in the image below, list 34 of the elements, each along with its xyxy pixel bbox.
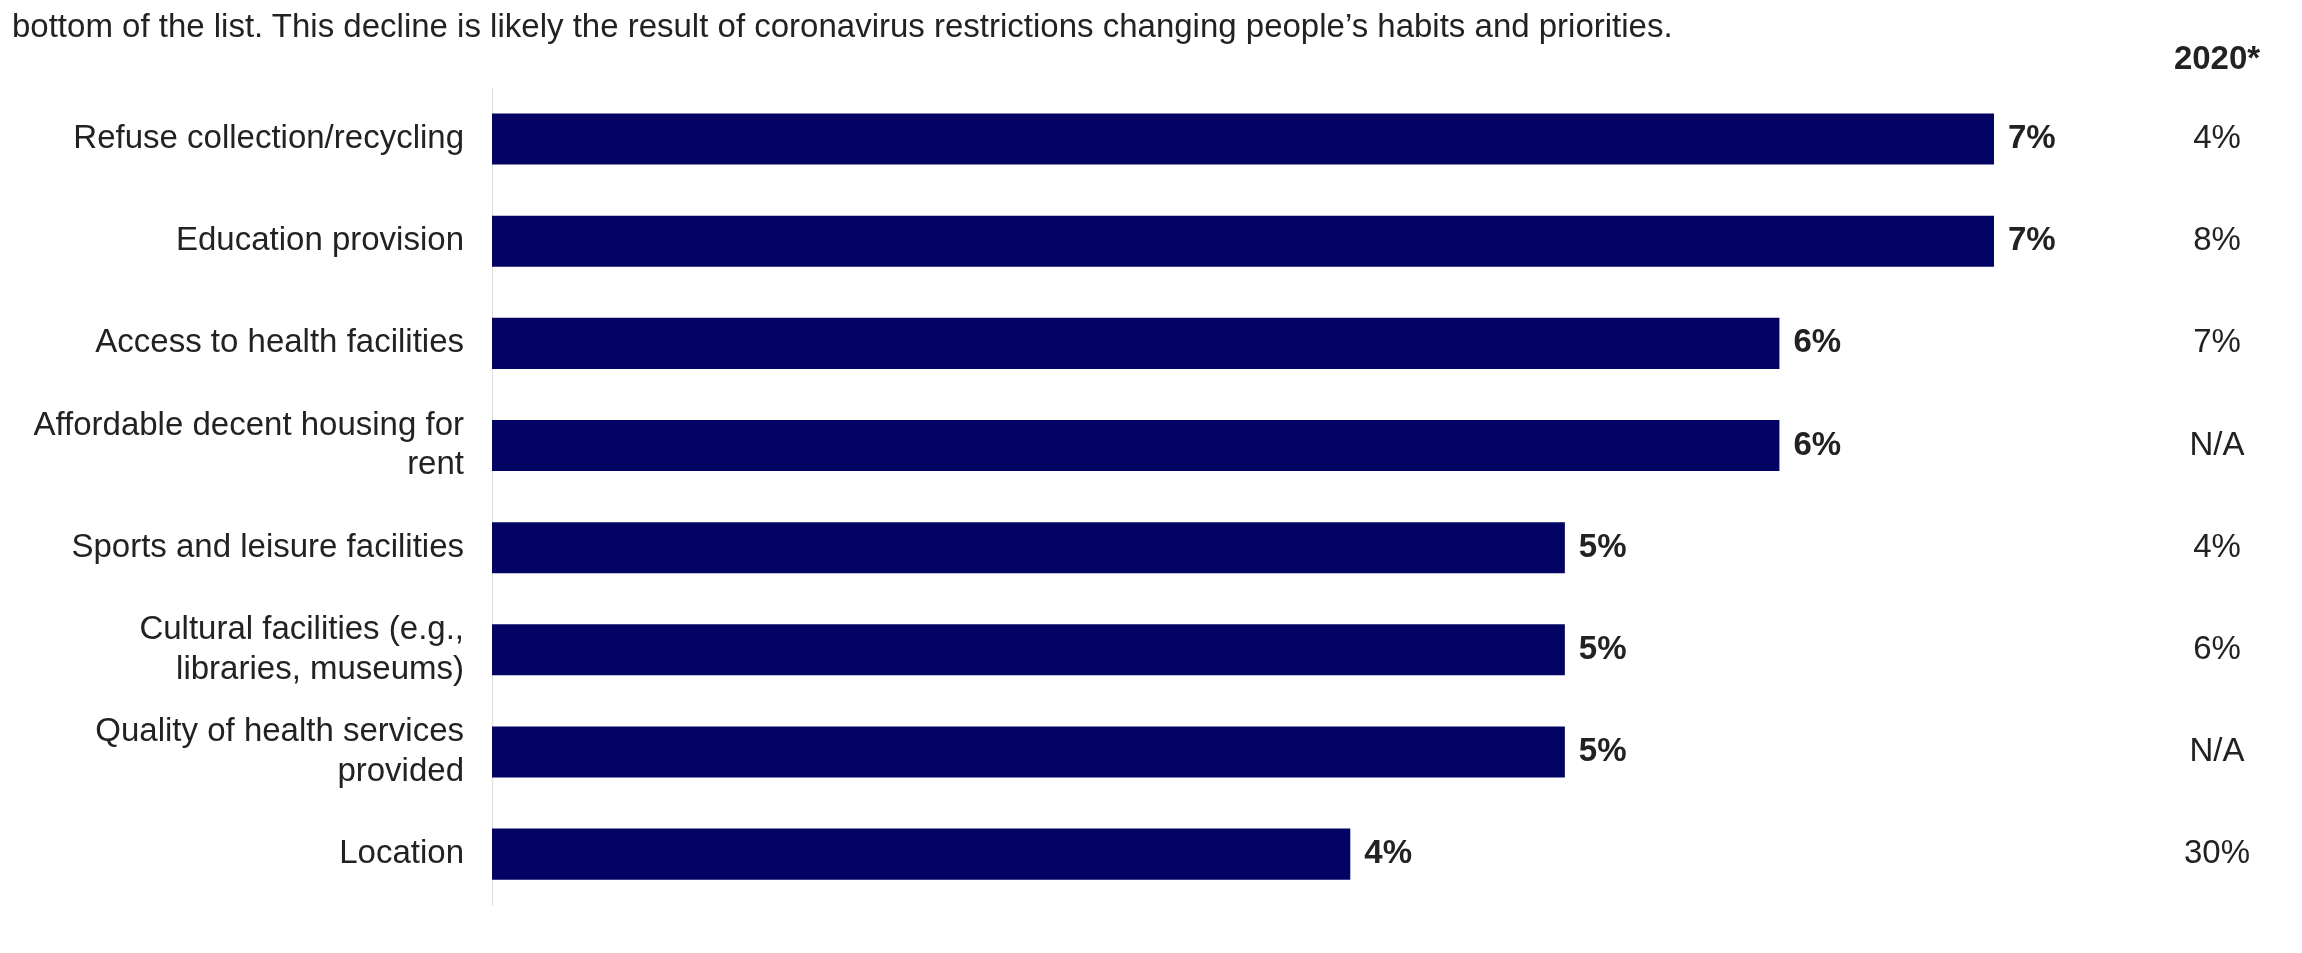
text: N/A — [2189, 424, 2245, 462]
y-tick-label: Sports and leisure facilities — [71, 526, 464, 564]
y-tick-label: Cultural facilities (e.g., libraries, museums) — [139, 609, 464, 686]
text: 30% — [2183, 833, 2251, 871]
bar — [492, 726, 1565, 778]
bar — [492, 624, 1565, 676]
data-label: 5% — [1578, 628, 1627, 666]
text: 6% — [2193, 628, 2241, 666]
text: 4% — [2193, 526, 2241, 564]
y-tick-label: Refuse collection/recycling — [73, 118, 464, 156]
y-tick-label: Access to health facilities — [95, 322, 464, 360]
bar — [492, 317, 1780, 369]
data-label: 5% — [1578, 731, 1627, 769]
data-label: 6% — [1793, 424, 1842, 462]
text: 4% — [2193, 118, 2241, 156]
text: 8% — [2193, 220, 2241, 258]
bar — [492, 522, 1565, 574]
y-tick-label: Education provision — [175, 220, 464, 258]
y-tick-label: Affordable decent housing for rent — [33, 404, 465, 482]
data-label: 5% — [1578, 526, 1627, 564]
bar — [492, 113, 1994, 165]
data-label: 4% — [1364, 833, 1412, 871]
bar — [492, 419, 1780, 472]
text: 7% — [2193, 322, 2241, 360]
y-tick-label: Location — [339, 833, 464, 871]
text: bottom of the list. This decline is likely the result of coronavirus restrictions changing people’s habits and priorities. — [12, 7, 1673, 45]
text: 2020* — [2173, 39, 2261, 77]
data-label: 7% — [2008, 220, 2056, 258]
text: N/A — [2189, 731, 2245, 769]
bar — [492, 828, 1351, 880]
data-label: 6% — [1793, 322, 1842, 360]
data-label: 7% — [2008, 118, 2056, 156]
bar — [492, 215, 1994, 267]
y-tick-label: Quality of health services provided — [95, 711, 464, 788]
